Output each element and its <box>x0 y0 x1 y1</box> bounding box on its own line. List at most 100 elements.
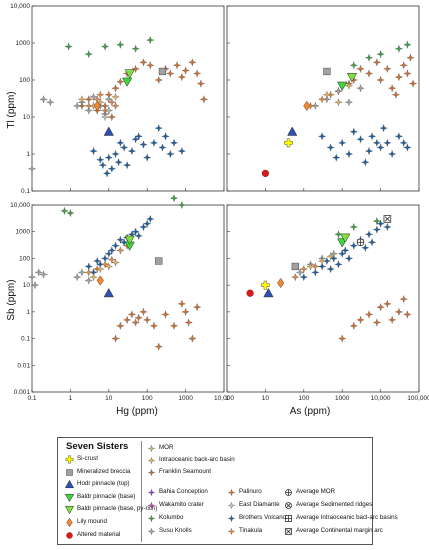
data-point <box>376 75 385 85</box>
data-point <box>329 249 338 258</box>
data-point <box>77 268 87 277</box>
data-point <box>123 315 132 325</box>
data-point <box>111 334 120 343</box>
data-point <box>260 280 270 290</box>
legend-marker-icon <box>147 444 156 453</box>
data-point <box>383 215 392 223</box>
x-axis-label-hg: Hg (ppm) <box>116 406 158 417</box>
legend-label: East Diamante <box>239 501 280 508</box>
data-point <box>46 98 55 107</box>
data-point <box>131 227 140 236</box>
data-point <box>177 72 186 82</box>
data-point <box>111 258 120 267</box>
data-point <box>388 149 397 159</box>
x-axis-label-as: As (ppm) <box>290 406 331 417</box>
data-point <box>349 241 358 250</box>
legend-marker-icon <box>64 493 75 502</box>
data-point <box>361 158 370 167</box>
legend-label: MOR <box>159 444 174 451</box>
y-tick-label: 10 <box>23 114 31 121</box>
data-point <box>199 95 209 104</box>
data-point <box>284 138 293 148</box>
data-point <box>367 132 377 141</box>
legend-label: Lily mound <box>77 518 107 525</box>
data-point <box>111 92 120 101</box>
data-point <box>177 146 186 156</box>
data-point <box>408 79 418 88</box>
data-point <box>372 225 381 234</box>
data-point <box>403 143 412 152</box>
data-point <box>154 75 163 85</box>
y-tick-label: 10,000 <box>10 3 30 10</box>
data-point <box>139 58 148 67</box>
data-point <box>84 276 93 285</box>
data-point <box>39 270 48 279</box>
data-point <box>161 310 170 319</box>
data-point <box>344 81 354 90</box>
panel-2 <box>226 5 420 192</box>
data-point <box>322 90 332 99</box>
data-point <box>291 272 300 282</box>
data-point <box>166 149 175 159</box>
data-point <box>356 84 365 93</box>
data-point <box>287 126 298 136</box>
data-point <box>116 138 125 147</box>
data-point <box>361 243 370 252</box>
y-tick-label: 1 <box>26 151 30 158</box>
y-tick-label: 10 <box>23 282 31 289</box>
data-point <box>372 216 381 226</box>
legend-label: Brothers Volcano <box>239 514 287 521</box>
data-point <box>399 138 408 147</box>
data-point <box>177 299 186 308</box>
data-point <box>177 200 186 210</box>
x-tick-label: 10 <box>105 395 113 402</box>
data-point <box>30 281 40 290</box>
data-point <box>146 35 155 45</box>
data-point <box>394 44 404 53</box>
y-tick-label: 1 <box>26 309 30 316</box>
legend-marker-icon <box>65 455 74 464</box>
data-point <box>261 169 269 177</box>
data-point <box>89 92 98 101</box>
data-point <box>322 95 332 104</box>
data-point <box>277 277 285 289</box>
data-point <box>111 241 120 250</box>
legend-marker-icon <box>285 502 292 509</box>
data-point <box>291 262 299 271</box>
legend-title: Seven Sisters <box>66 441 129 452</box>
y-tick-label: 0.1 <box>21 336 30 343</box>
data-point <box>131 318 140 327</box>
data-point <box>158 67 167 76</box>
data-point <box>39 95 48 104</box>
data-point <box>149 138 159 147</box>
data-point <box>334 260 343 269</box>
data-point <box>104 249 113 258</box>
data-point <box>96 264 105 274</box>
data-point <box>311 268 320 277</box>
data-point <box>127 310 137 319</box>
data-point <box>64 42 73 51</box>
data-point <box>123 161 132 170</box>
y-axis-label-tl: Tl (ppm) <box>6 91 17 128</box>
data-point <box>356 64 365 73</box>
data-point <box>116 321 125 330</box>
legend-label: Palinuro <box>239 488 262 495</box>
legend-label: Wakamito crater <box>159 501 204 508</box>
legend-marker-icon <box>66 468 73 476</box>
data-point <box>403 40 412 49</box>
plot-frame <box>31 5 225 192</box>
data-point <box>111 84 120 93</box>
data-point <box>124 235 135 245</box>
y-tick-label: 0.01 <box>17 362 30 369</box>
legend-label: Susu Knolls <box>159 527 192 534</box>
data-point <box>334 87 343 96</box>
data-point <box>263 287 274 298</box>
data-point <box>66 208 75 218</box>
data-point <box>346 73 358 83</box>
legend-marker-icon <box>64 506 75 515</box>
data-point <box>356 135 365 144</box>
data-point <box>376 303 385 312</box>
data-point <box>139 307 148 316</box>
legend-marker-icon <box>64 480 75 489</box>
data-point <box>139 222 148 232</box>
